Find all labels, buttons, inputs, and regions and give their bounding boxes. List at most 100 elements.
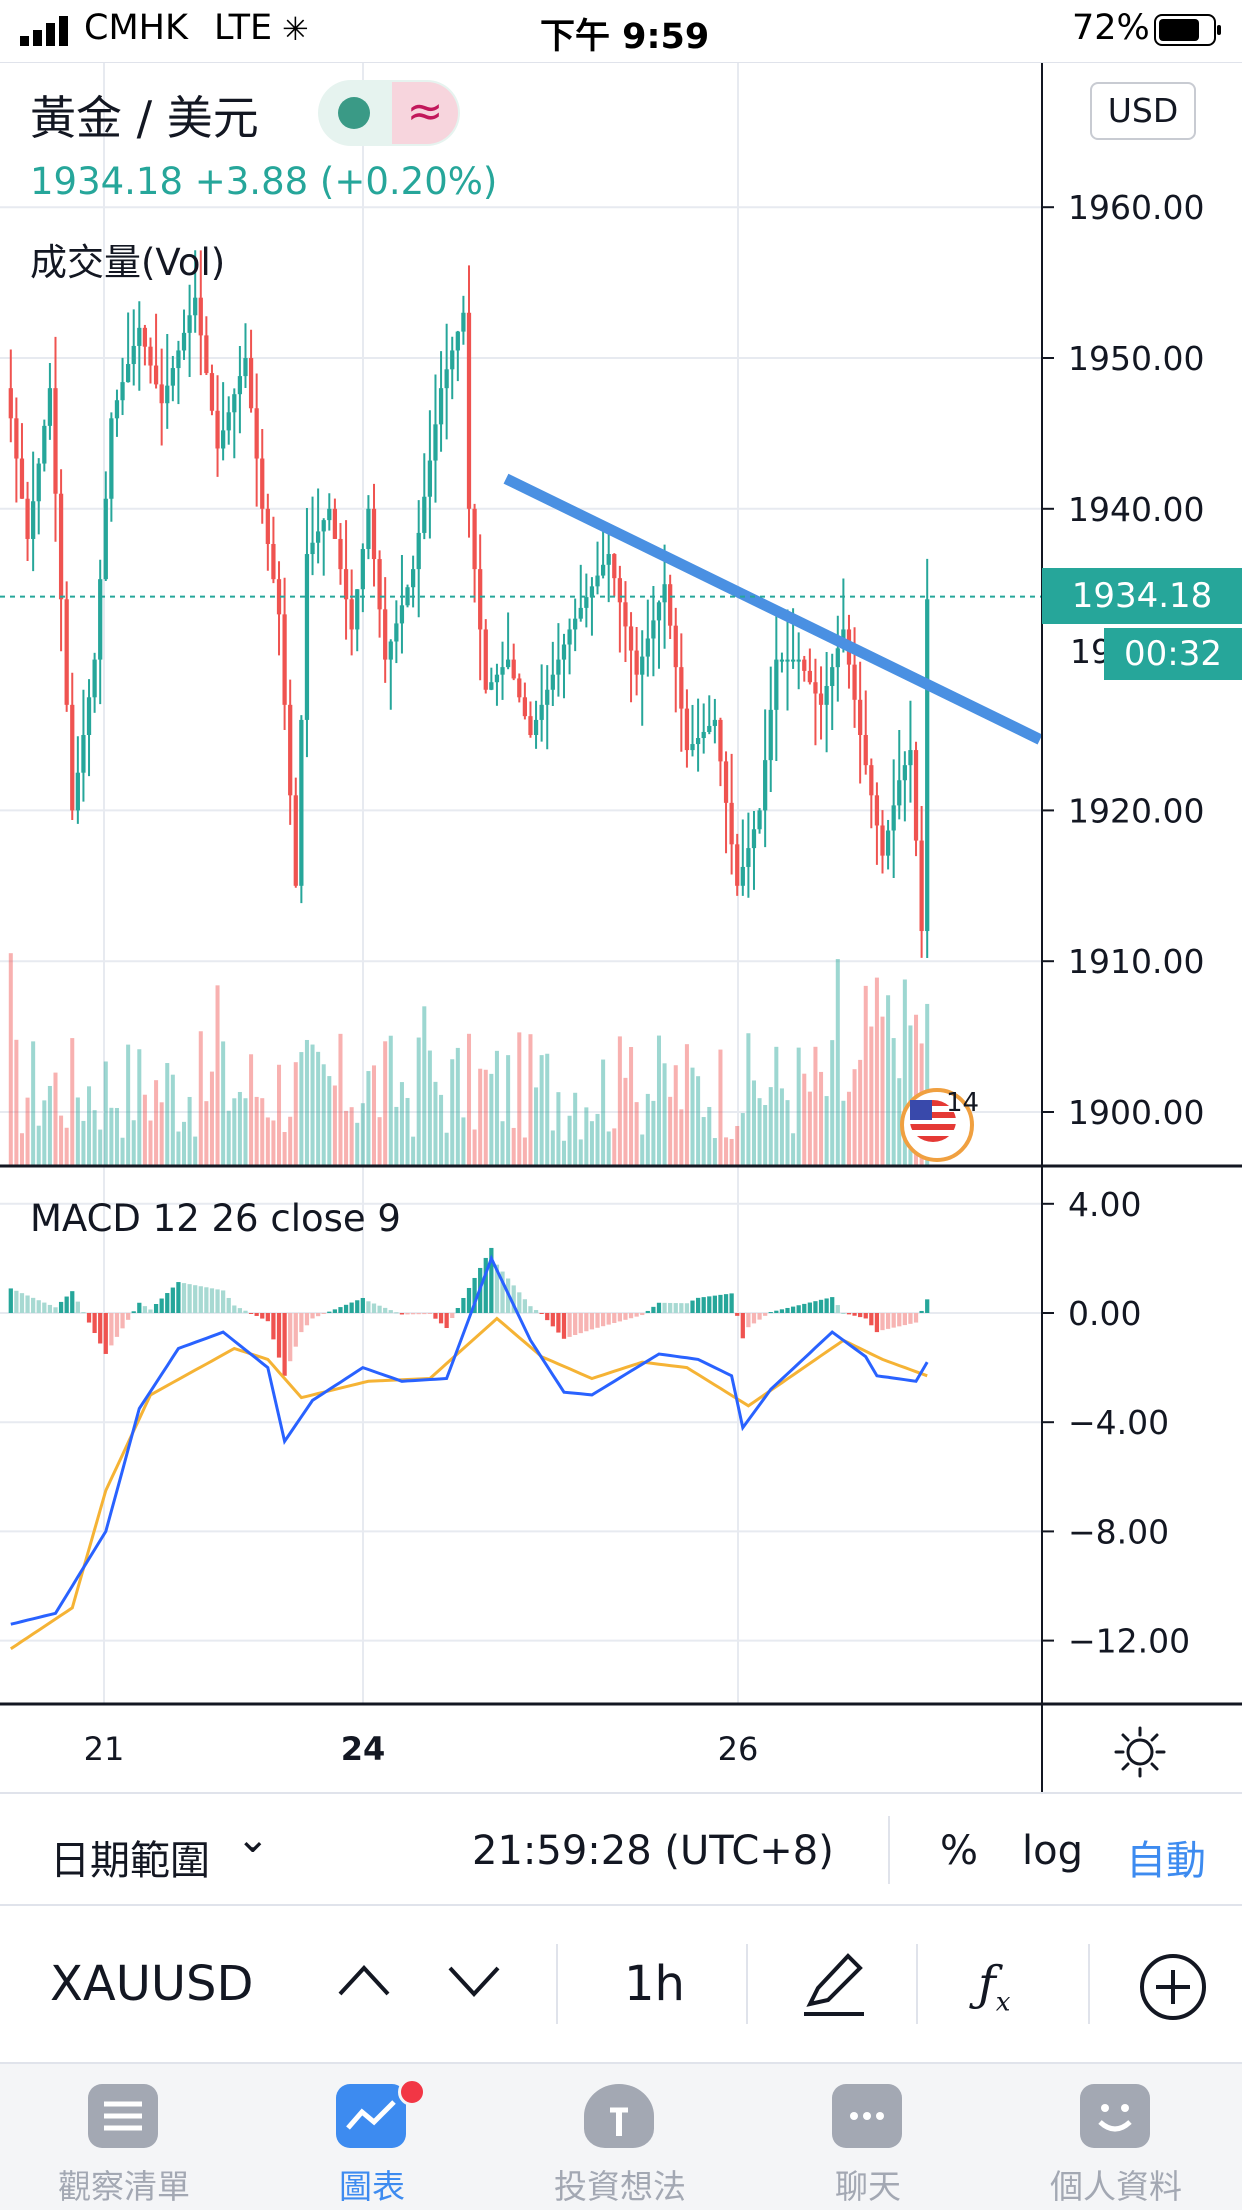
volume-bar [8, 953, 13, 1166]
chevron-down-icon[interactable]: ⌄ [236, 1816, 270, 1862]
macd-histogram-bar [36, 1300, 41, 1313]
volume-bar [75, 1097, 80, 1166]
volume-bar [696, 1076, 701, 1166]
macd-histogram-bar [690, 1300, 695, 1313]
macd-histogram-bar [366, 1301, 371, 1313]
price-chart[interactable]: 1960.00 1950.00 1940.00 1920.00 1910.00 1900.… [0, 62, 1242, 1792]
chevron-down-icon[interactable] [446, 1960, 502, 2000]
macd-histogram-bar [170, 1287, 175, 1313]
macd-histogram-bar [858, 1313, 863, 1318]
volume-bar [316, 1051, 321, 1166]
macd-histogram-bar [790, 1306, 796, 1313]
macd-histogram-bar [757, 1313, 762, 1320]
macd-histogram-bar [522, 1299, 528, 1313]
macd-histogram-bar [902, 1313, 907, 1326]
log-toggle[interactable]: log [1022, 1828, 1083, 1874]
candle-body [807, 670, 812, 683]
candle-body [589, 586, 595, 598]
candle-body [628, 626, 634, 651]
candle-body [120, 382, 125, 401]
macd-histogram-bar [327, 1311, 332, 1313]
macd-indicator-label[interactable]: MACD 12 26 close 9 [30, 1197, 401, 1240]
macd-histogram-bar [533, 1310, 539, 1313]
chart-icon [336, 2084, 406, 2148]
interval-button[interactable]: 1h [624, 1956, 685, 2012]
volume-bar [170, 1074, 175, 1166]
macd-histogram-bar [511, 1285, 516, 1313]
volume-bar [701, 1117, 706, 1166]
macd-histogram-bar [835, 1305, 840, 1313]
volume-bar [539, 1055, 544, 1166]
volume-bar [243, 1098, 248, 1166]
volume-bar [517, 1032, 522, 1166]
macd-histogram-bar [684, 1303, 690, 1313]
volume-bar [14, 1039, 19, 1166]
macd-axis-label: −4.00 [1068, 1403, 1169, 1442]
macd-histogram-bar [695, 1297, 701, 1313]
fx-icon[interactable]: ƒx [978, 1956, 1011, 2018]
macd-histogram-bar [86, 1313, 92, 1323]
date-range-button[interactable]: 日期範圍 [50, 1838, 210, 1884]
signal-line [9, 1316, 928, 1651]
tab-ideas[interactable]: 投資想法 [496, 2064, 744, 2210]
candle-body [8, 388, 13, 419]
volume-bar [914, 1014, 919, 1166]
candle-body [42, 425, 47, 464]
volume-bar [92, 1110, 97, 1166]
candle-body [422, 496, 427, 533]
volume-bar [120, 1137, 125, 1166]
volume-indicator-label[interactable]: 成交量(Vol) [30, 241, 226, 284]
timezone-clock[interactable]: 21:59:28 (UTC+8) [472, 1828, 834, 1874]
candle-body [852, 664, 857, 700]
volume-bar [791, 1133, 796, 1166]
volume-bar [545, 1053, 550, 1166]
volume-bar [360, 1103, 365, 1166]
macd-line [10, 1254, 929, 1626]
macd-histogram-bar [131, 1311, 136, 1313]
candle-body [282, 614, 287, 705]
macd-histogram-bar [343, 1304, 349, 1313]
tab-chat[interactable]: 聊天 [744, 2064, 992, 2210]
volume-bar [249, 1054, 254, 1166]
candle-body [131, 345, 136, 365]
plus-circle-icon[interactable] [1138, 1952, 1208, 2022]
chevron-up-icon[interactable] [336, 1960, 392, 2000]
pen-icon[interactable] [800, 1948, 868, 2020]
candle-body [835, 648, 840, 668]
macd-histogram-bar [651, 1306, 656, 1313]
candle-body [858, 699, 863, 735]
symbol-title[interactable]: 黃金 / 美元 [30, 91, 259, 145]
candle-body [254, 408, 259, 459]
macd-histogram-bar [98, 1313, 103, 1344]
date-label: 24 [341, 1730, 386, 1768]
percent-toggle[interactable]: % [940, 1828, 979, 1874]
chart-settings-icon[interactable] [1112, 1724, 1168, 1780]
volume-bar [293, 1062, 298, 1166]
macd-histogram-bar [589, 1313, 595, 1330]
macd-histogram-bar [288, 1313, 293, 1362]
candle-body [556, 659, 561, 675]
macd-histogram-bar [215, 1289, 220, 1313]
auto-scale-toggle[interactable]: 自動 [1126, 1838, 1206, 1884]
macd-histogram-bar [561, 1313, 567, 1339]
candle-body [656, 602, 662, 621]
tab-watchlist[interactable]: 觀察清單 [0, 2064, 248, 2210]
macd-histogram-bar [120, 1313, 125, 1329]
macd-histogram-bar [198, 1286, 203, 1313]
candle-body [209, 373, 215, 411]
candle-body [925, 599, 930, 932]
volume-bar [422, 1006, 427, 1166]
currency-button[interactable]: USD [1090, 82, 1196, 140]
candle-body [388, 641, 393, 660]
tab-profile[interactable]: 個人資料 [992, 2064, 1240, 2210]
volume-bar [550, 1130, 555, 1166]
volume-bar [617, 1036, 622, 1166]
macd-histogram-bar [869, 1313, 874, 1326]
macd-histogram-bar [126, 1313, 131, 1320]
macd-histogram-bar [181, 1283, 187, 1313]
macd-histogram-bar [371, 1303, 377, 1313]
tab-chart[interactable]: 圖表 [248, 2064, 496, 2210]
volume-bar [53, 1072, 58, 1166]
symbol-search-button[interactable]: XAUUSD [50, 1956, 254, 2012]
candle-body [394, 623, 399, 642]
